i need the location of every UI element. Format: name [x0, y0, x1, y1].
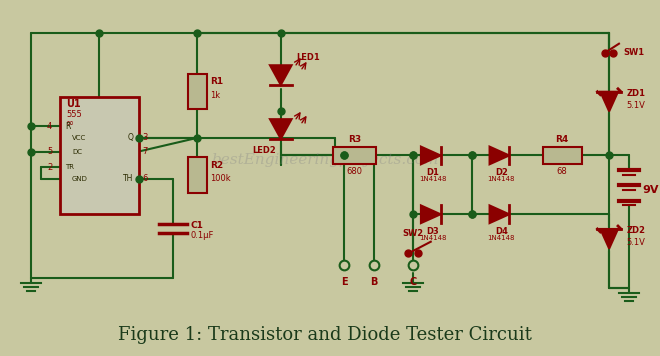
Text: U1: U1 [66, 99, 81, 110]
Text: LED2: LED2 [252, 146, 276, 155]
Text: ZD1: ZD1 [627, 89, 646, 98]
Text: ZD2: ZD2 [627, 226, 646, 235]
Text: 7: 7 [143, 147, 148, 156]
Text: GND: GND [72, 176, 88, 182]
Text: SW1: SW1 [623, 48, 644, 57]
Text: Q: Q [128, 133, 134, 142]
Polygon shape [421, 147, 441, 164]
Polygon shape [601, 92, 618, 111]
Bar [543, 147, 581, 164]
Text: Figure 1: Transistor and Diode Tester Circuit: Figure 1: Transistor and Diode Tester Ci… [118, 326, 532, 344]
Text: 5: 5 [47, 147, 52, 156]
Bar [333, 147, 376, 164]
Text: 6: 6 [143, 174, 148, 183]
Bar [60, 96, 139, 214]
Text: B: B [370, 277, 378, 287]
Text: D2: D2 [495, 168, 508, 177]
Text: TH: TH [123, 174, 134, 183]
Text: 3: 3 [143, 133, 148, 142]
Text: 555: 555 [66, 110, 82, 119]
Text: R2: R2 [210, 161, 223, 170]
Text: 1N4148: 1N4148 [419, 176, 446, 182]
Text: 680: 680 [346, 167, 362, 176]
Text: 1N4148: 1N4148 [488, 176, 515, 182]
Polygon shape [270, 119, 292, 139]
Polygon shape [601, 229, 618, 248]
Text: R4: R4 [556, 135, 569, 144]
Bar [187, 74, 207, 109]
Text: SW2: SW2 [403, 229, 424, 238]
Text: E: E [341, 277, 348, 287]
Text: R3: R3 [348, 135, 361, 144]
Text: 5.1V: 5.1V [627, 101, 645, 110]
Text: C: C [409, 277, 416, 287]
Text: 1N4148: 1N4148 [419, 235, 446, 241]
Text: LED1: LED1 [296, 53, 320, 62]
Text: R: R [65, 121, 71, 131]
Text: 100k: 100k [210, 174, 231, 183]
Text: R1: R1 [210, 78, 223, 87]
Polygon shape [270, 65, 292, 85]
Text: bestEngineeringprojects.com: bestEngineeringprojects.com [211, 153, 439, 167]
Polygon shape [421, 205, 441, 223]
Text: 4: 4 [47, 121, 52, 131]
Text: 2: 2 [47, 163, 52, 172]
Bar [187, 157, 207, 193]
Text: 5.1V: 5.1V [627, 238, 645, 247]
Text: VCC: VCC [72, 135, 86, 141]
Text: DC: DC [72, 148, 82, 155]
Text: D4: D4 [495, 227, 508, 236]
Text: C1: C1 [191, 221, 203, 230]
Text: 1k: 1k [210, 91, 220, 100]
Polygon shape [490, 205, 509, 223]
Text: D3: D3 [426, 227, 439, 236]
Text: 0.1μF: 0.1μF [191, 231, 214, 240]
Text: 1N4148: 1N4148 [488, 235, 515, 241]
Text: ∞: ∞ [66, 118, 74, 128]
Text: D1: D1 [426, 168, 439, 177]
Text: TR: TR [65, 164, 74, 170]
Polygon shape [490, 147, 509, 164]
Text: 9V: 9V [642, 185, 659, 195]
Text: 68: 68 [557, 167, 568, 176]
